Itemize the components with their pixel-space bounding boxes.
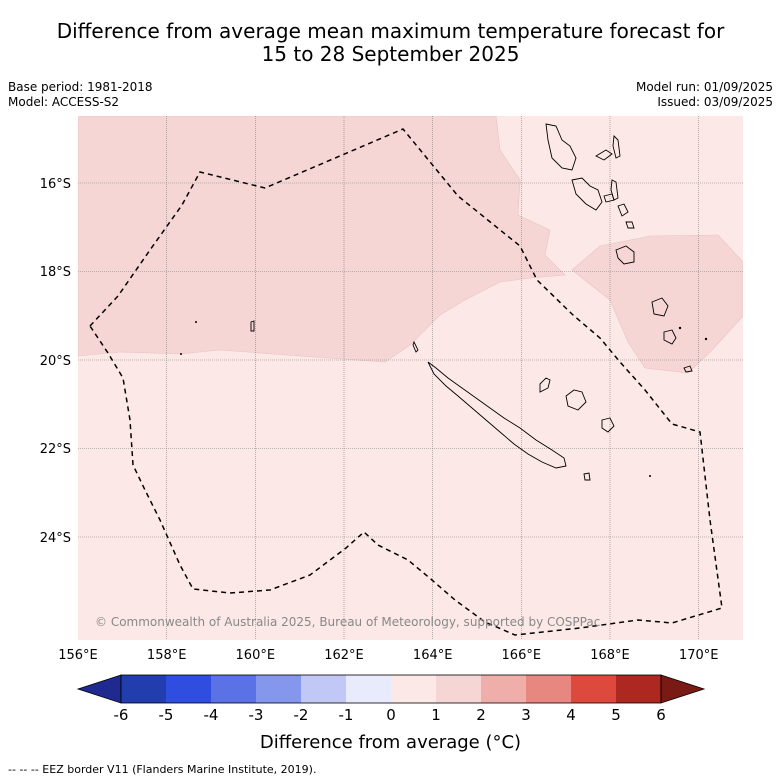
colorbar-tick-label: -4: [204, 706, 219, 724]
lon-label: 162°E: [324, 648, 364, 663]
colorbar-outline: [120, 674, 662, 704]
colorbar: -6 -5 -4 -3 -2 -1 0 1 2 3 4 5 6: [76, 674, 706, 724]
walpole-island: [180, 353, 182, 355]
latitude-labels: 16°S 18°S 20°S 22°S 24°S: [40, 177, 71, 546]
copyright-notice: © Commonwealth of Australia 2025, Bureau…: [95, 615, 600, 629]
colorbar-extend-low: [76, 674, 122, 704]
colorbar-tick-label: -3: [249, 706, 264, 724]
hunter-islet: [195, 321, 197, 323]
colorbar-ticks: -6 -5 -4 -3 -2 -1 0 1 2 3 4 5 6: [114, 706, 666, 724]
shepherd-islands: [625, 221, 635, 229]
issued-date: Issued: 03/09/2025: [657, 95, 773, 109]
colorbar-tick-label: 5: [611, 706, 621, 724]
lon-label: 166°E: [502, 648, 542, 663]
tanna-island: [663, 329, 677, 345]
malakula-island: [571, 177, 603, 211]
futuna-island: [704, 337, 708, 341]
colorbar-tick-label: 2: [476, 706, 486, 724]
new-caledonia-island: [427, 361, 567, 469]
eez-border: [89, 128, 723, 636]
lat-label: 24°S: [40, 531, 71, 546]
title-line-2: 15 to 28 September 2025: [261, 42, 520, 66]
colorbar-bin: [481, 675, 526, 703]
lat-label: 20°S: [40, 354, 71, 369]
anomaly-1-2-region-east: [571, 234, 743, 374]
belep-island: [412, 340, 419, 353]
colorbar-extend-high: [660, 674, 706, 704]
map-title: Difference from average mean maximum tem…: [0, 20, 781, 66]
ouvea-island: [539, 377, 551, 393]
map-grid: [78, 116, 743, 640]
colorbar-bin: [391, 675, 436, 703]
colorbar-bin: [616, 675, 661, 703]
colorbar-tick-label: 4: [566, 706, 576, 724]
chesterfield-islands: [250, 320, 255, 332]
lon-label: 158°E: [147, 648, 187, 663]
isle-of-pines: [583, 472, 591, 481]
lat-label: 22°S: [40, 442, 71, 457]
colorbar-bin: [121, 675, 166, 703]
ambrym-island: [603, 193, 615, 203]
colorbar-bin: [211, 675, 256, 703]
lon-label: 160°E: [236, 648, 276, 663]
colorbar-tick-label: -1: [339, 706, 354, 724]
colorbar-tick-label: -2: [294, 706, 309, 724]
base-period: Base period: 1981-2018: [8, 80, 153, 94]
lat-label: 16°S: [40, 177, 71, 192]
lon-label: 164°E: [413, 648, 453, 663]
colorbar-bin: [571, 675, 616, 703]
colorbar-bin: [436, 675, 481, 703]
meta-left: Base period: 1981-2018 Model: ACCESS-S2: [8, 80, 153, 110]
lon-label: 170°E: [679, 648, 719, 663]
matthew-island: [649, 475, 651, 477]
ambae-island: [595, 149, 613, 161]
colorbar-tick-label: 0: [386, 706, 396, 724]
efate-island: [615, 245, 635, 265]
aniwa-island: [678, 326, 682, 330]
longitude-labels: 156°E 158°E 160°E 162°E 164°E 166°E 168°…: [58, 648, 718, 663]
espiritu-santo-island: [545, 123, 577, 171]
colorbar-tick-label: 3: [521, 706, 531, 724]
colorbar-tick-label: -6: [114, 706, 129, 724]
colorbar-bin: [346, 675, 391, 703]
colorbar-tick-label: 6: [656, 706, 666, 724]
erromango-island: [651, 297, 669, 317]
map-panel: [78, 116, 743, 640]
lon-label: 156°E: [58, 648, 98, 663]
pentecost-island: [610, 179, 619, 201]
title-line-1: Difference from average mean maximum tem…: [56, 19, 725, 43]
aneityum-island: [683, 365, 693, 373]
colorbar-bin: [526, 675, 571, 703]
model-run: Model run: 01/09/2025: [635, 80, 773, 94]
colorbar-bin: [256, 675, 301, 703]
lat-label: 18°S: [40, 265, 71, 280]
epi-island: [617, 203, 629, 217]
colorbar-bin: [166, 675, 211, 703]
meta-right: Model run: 01/09/2025 Issued: 03/09/2025: [636, 80, 773, 110]
colorbar-bin: [301, 675, 346, 703]
mare-island: [601, 417, 615, 433]
lon-label: 168°E: [590, 648, 630, 663]
colorbar-tick-label: 1: [431, 706, 441, 724]
maewo-island: [612, 135, 621, 159]
colorbar-title: Difference from average (°C): [259, 732, 522, 753]
colorbar-tick-label: -5: [159, 706, 174, 724]
eez-legend: -- -- -- EEZ border V11 (Flanders Marine…: [8, 763, 317, 776]
model-name: Model: ACCESS-S2: [8, 95, 120, 109]
lifou-island: [565, 389, 587, 411]
